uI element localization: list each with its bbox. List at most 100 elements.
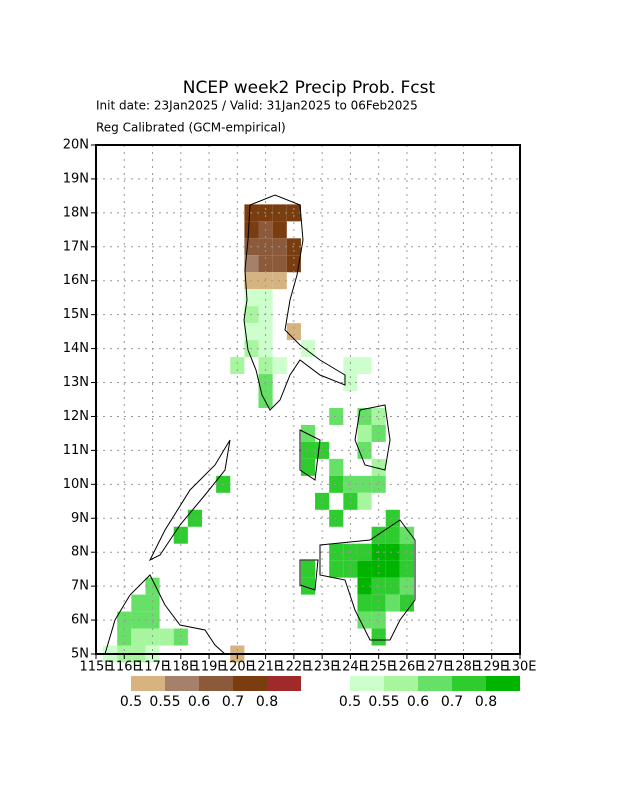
below-cell [286, 323, 301, 341]
x-tick-label: 119E [193, 660, 226, 675]
above-cell [329, 475, 344, 493]
y-tick-label: 18N [63, 205, 89, 220]
above-cell [385, 526, 400, 544]
below-cell [286, 255, 301, 273]
below-legend-swatch [267, 676, 301, 691]
above-cell [300, 424, 316, 442]
above-legend-swatch [384, 676, 418, 691]
above-cell [357, 475, 372, 493]
above-cell [399, 560, 414, 578]
cells [103, 204, 414, 663]
above-legend-swatch [452, 676, 486, 691]
x-tick-label: 121E [249, 660, 282, 675]
x-tick-label: 118E [164, 660, 197, 675]
above-cell [329, 543, 344, 561]
x-tick-label: 115E [79, 660, 112, 675]
above-cell [159, 628, 174, 646]
above-cell [371, 560, 386, 578]
below-legend-swatch [199, 676, 233, 691]
y-tick-label: 17N [63, 239, 89, 254]
below-legend-swatch [233, 676, 267, 691]
y-tick-label: 14N [63, 341, 89, 356]
above-cell [145, 594, 160, 612]
above-cell [371, 594, 386, 612]
above-cell [343, 560, 358, 578]
below-cell [244, 255, 259, 273]
above-cell [343, 475, 358, 493]
y-tick-label: 15N [63, 307, 89, 322]
above-cell [399, 594, 414, 612]
above-cell [131, 594, 146, 612]
above-cell [343, 357, 358, 375]
x-tick-label: 116E [108, 660, 141, 675]
x-tick-label: 125E [362, 660, 395, 675]
y-tick-label: 16N [63, 273, 89, 288]
x-tick-label: 130E [503, 660, 536, 675]
above-cell [357, 424, 372, 442]
y-tick-label: 6N [71, 613, 89, 628]
above-cell [173, 526, 188, 544]
y-tick-label: 8N [71, 545, 89, 560]
below-legend-label: 0.5 [120, 694, 142, 710]
x-tick-label: 120E [221, 660, 254, 675]
above-cell [357, 492, 372, 510]
legend: 0.5 0.55 0.6 0.7 0.8 0.5 0.55 0.6 0.7 0.8 [120, 676, 520, 710]
y-tick-label: 5N [71, 647, 89, 662]
below-legend-label: 0.8 [256, 694, 278, 710]
above-cell [357, 594, 372, 612]
above-cell [357, 543, 372, 561]
above-cell [300, 560, 316, 578]
above-cell [131, 628, 146, 646]
y-tick-label: 10N [63, 477, 89, 492]
above-cell [357, 577, 372, 595]
x-tick-label: 128E [447, 660, 480, 675]
above-cell [385, 543, 400, 561]
above-cell [343, 492, 358, 510]
y-tick-label: 20N [63, 138, 89, 153]
y-tick-label: 12N [63, 409, 89, 424]
subtitle: Init date: 23Jan2025 / Valid: 31Jan2025 … [96, 99, 418, 113]
above-cell [371, 611, 386, 629]
above-cell [371, 407, 386, 425]
x-tick-label: 123E [306, 660, 339, 675]
above-cell [371, 628, 386, 646]
x-tick-label: 129E [475, 660, 508, 675]
above-legend-swatch [350, 676, 384, 691]
above-cell [173, 628, 188, 646]
below-legend-swatch [165, 676, 199, 691]
y-tick-label: 9N [71, 511, 89, 526]
above-legend-label: 0.55 [368, 694, 399, 710]
above-cell [258, 289, 273, 307]
map-frame [95, 144, 521, 655]
above-cell [385, 577, 400, 595]
above-cell [244, 289, 259, 307]
below-legend-label: 0.6 [188, 694, 210, 710]
above-cell [343, 374, 358, 392]
y-tick-label: 13N [63, 375, 89, 390]
above-cell [399, 526, 414, 544]
below-cell [272, 255, 287, 273]
above-cell [357, 357, 372, 375]
above-legend-label: 0.5 [339, 694, 361, 710]
above-legend-swatch [418, 676, 452, 691]
above-cell [117, 628, 132, 646]
above-cell [244, 323, 259, 341]
x-tick-label: 124E [334, 660, 367, 675]
above-cell [357, 611, 372, 629]
y-tick-label: 7N [71, 579, 89, 594]
above-cell [258, 323, 273, 341]
note: Reg Calibrated (GCM-empirical) [96, 121, 286, 135]
x-tick-label: 126E [390, 660, 423, 675]
below-cell [244, 221, 259, 239]
below-cell [272, 221, 287, 239]
above-legend-label: 0.6 [407, 694, 429, 710]
above-cell [385, 560, 400, 578]
above-legend-label: 0.8 [475, 694, 497, 710]
below-legend-swatch [131, 676, 165, 691]
above-legend-label: 0.7 [441, 694, 463, 710]
above-cell [371, 526, 386, 544]
above-cell [272, 357, 287, 375]
below-legend-label: 0.55 [149, 694, 180, 710]
below-legend-label: 0.7 [222, 694, 244, 710]
